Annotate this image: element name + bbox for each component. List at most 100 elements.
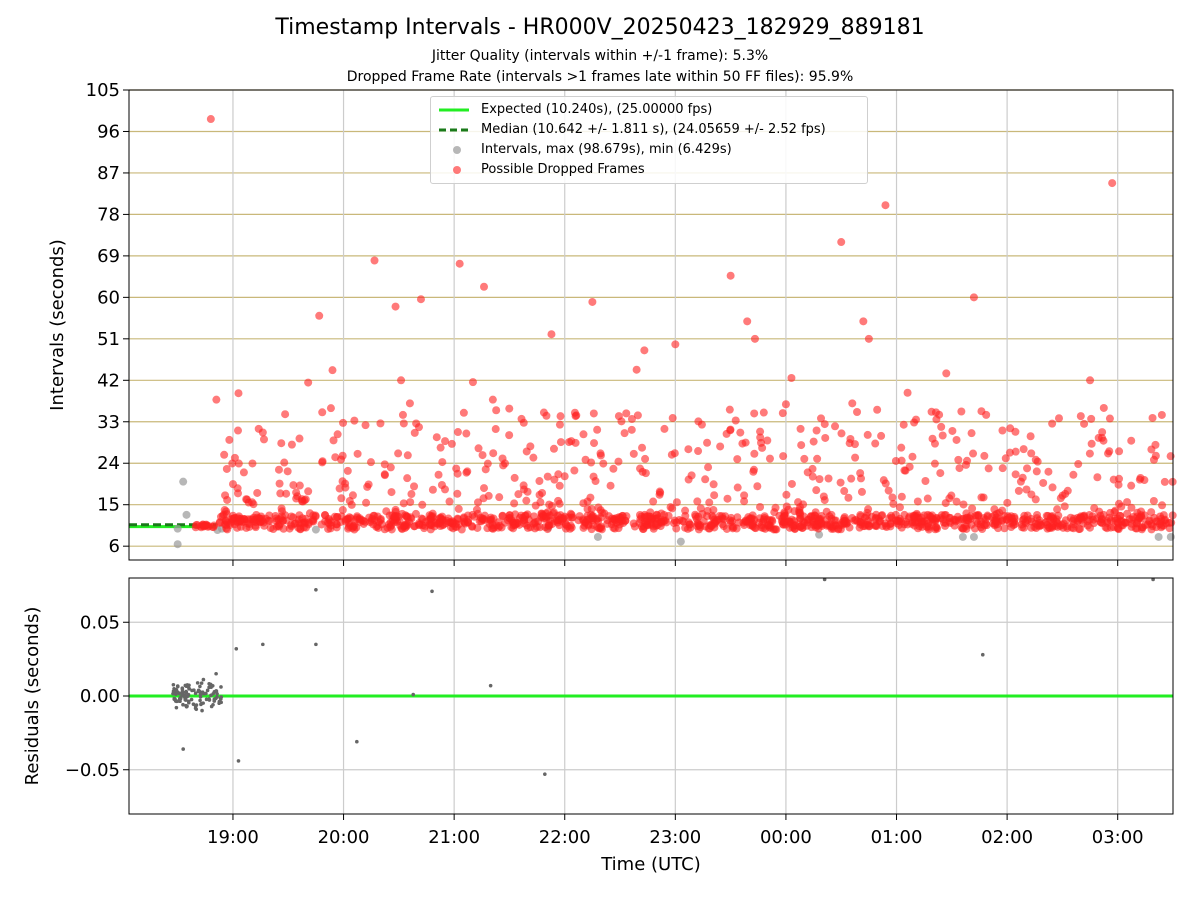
dropped-frame-point [259,518,268,527]
dropped-frame-point [610,524,619,533]
dropped-frame-point [391,302,400,311]
dropped-frame-point [522,447,531,456]
dropped-frame-point [249,500,258,509]
dropped-frame-point [1001,454,1010,463]
dropped-frame-point [756,433,765,442]
residual-point [195,681,200,685]
dropped-frame-point [809,437,818,446]
dropped-frame-point [514,490,523,499]
dropped-frame-point [1114,480,1123,489]
residual-point [174,687,179,692]
dropped-frame-point [1003,498,1012,507]
interval-point [179,477,188,486]
interval-point [958,532,967,541]
residual-point [180,692,185,697]
dropped-frame-point [824,474,833,483]
dropped-frame-point [763,436,772,445]
top-y-tick-label: 78 [97,204,120,225]
dropped-frame-point [363,482,372,491]
dropped-frame-point [436,443,445,452]
dropped-frame-point [394,449,403,458]
dropped-frame-point [794,498,803,507]
dropped-frame-point [653,514,662,523]
dropped-frame-point [979,493,988,502]
dropped-frame-point [864,505,873,514]
dropped-frame-point [948,426,957,435]
dropped-frame-point [1147,445,1156,454]
dropped-frame-point [967,429,976,438]
x-tick-label: 22:00 [539,827,591,848]
interval-point [182,510,191,519]
dropped-frame-point [438,458,447,467]
dropped-frame-point [570,408,579,417]
dropped-frame-point [225,435,234,444]
dropped-frame-point [837,238,846,247]
dropped-frame-point [475,517,484,526]
dropped-frame-point [441,485,450,494]
dropped-frame-point [318,408,327,417]
dropped-frame-point [825,512,834,521]
dropped-frame-point [797,441,806,450]
dropped-frame-point [332,523,341,532]
dropped-frame-point [716,442,725,451]
dropped-frame-point [1058,491,1067,500]
dropped-frame-point [376,419,385,428]
legend-label-median: Median (10.642 +/- 1.811 s), (24.05659 +… [481,122,826,137]
bottom-y-tick-label: 0.00 [80,686,120,707]
interval-point [173,524,182,533]
dropped-frame-point [489,449,498,458]
dropped-frame-point [453,489,462,498]
dropped-frame-point [928,434,937,443]
dropped-frame-point [701,475,710,484]
dropped-frame-point [708,511,717,520]
interval-point [969,532,978,541]
dropped-frame-point [315,311,324,320]
dropped-frame-point [857,487,866,496]
dropped-frame-point [453,428,462,437]
dropped-frame-point [641,469,650,478]
dropped-frame-point [581,455,590,464]
dropped-frame-point [924,519,933,528]
dropped-frame-point [1127,436,1136,445]
dropped-frame-point [454,504,463,513]
dropped-frame-point [407,490,416,499]
dropped-frame-point [897,492,906,501]
dropped-frame-point [962,524,971,533]
dropped-frame-point [418,515,427,524]
dropped-frame-point [362,498,371,507]
dropped-frame-point [686,523,695,532]
residual-point [198,698,202,703]
dropped-frame-point [1000,524,1009,533]
dropped-frame-point [910,512,919,521]
residual-point [215,695,219,699]
dropped-frame-point [614,412,623,421]
dropped-frame-point [969,449,978,458]
dropped-frame-point [669,519,678,528]
dropped-frame-point [254,424,263,433]
dropped-frame-point [743,317,752,326]
dropped-frame-point [505,511,514,520]
legend-label-dropped: Possible Dropped Frames [481,162,645,177]
dropped-frame-point [453,515,462,524]
dropped-frame-point [1011,427,1020,436]
dropped-frame-point [1075,524,1084,533]
dropped-frame-point [710,491,719,500]
x-tick-label: 02:00 [981,827,1033,848]
legend-item-expected: Expected (10.240s), (25.00000 fps) [431,100,867,120]
dropped-frame-point [813,454,822,463]
dropped-frame-point [529,453,538,462]
dropped-frame-point [1033,457,1042,466]
dropped-frame-point [679,517,688,526]
dropped-frame-point [567,513,576,522]
interval-point [1166,532,1175,541]
dropped-frame-point [723,494,732,503]
dropped-frame-point [750,449,759,458]
residual-point [314,588,318,592]
dropped-frame-point [925,511,934,520]
dropped-frame-point [691,512,700,521]
dropped-frame-point [1044,467,1053,476]
residual-point [196,689,201,694]
legend-item-dropped: Possible Dropped Frames [431,160,867,180]
dropped-frame-point [259,435,268,444]
